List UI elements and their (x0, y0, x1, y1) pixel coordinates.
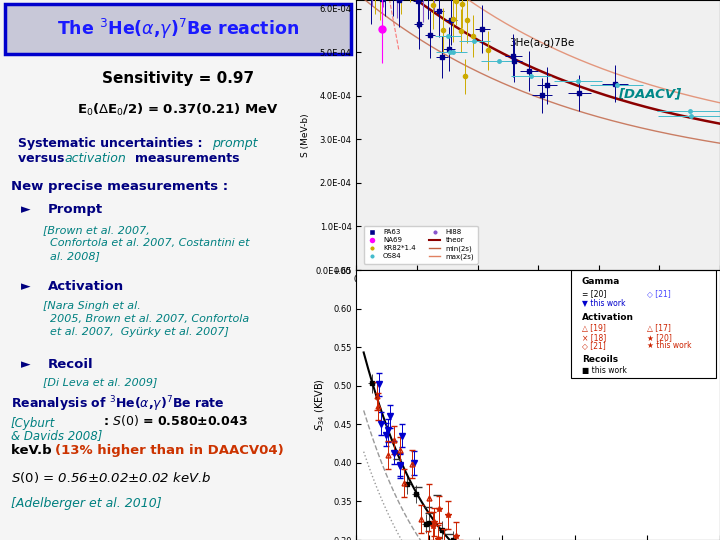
Line: min(2s): min(2s) (358, 0, 720, 143)
max(2s) (716, 99, 720, 106)
Text: 3He(a,g)7Be: 3He(a,g)7Be (509, 38, 575, 48)
Text: ▼ this work: ▼ this work (582, 298, 626, 307)
theor (682, 113, 690, 120)
Text: △ [17]: △ [17] (647, 324, 671, 333)
min(2s) (659, 130, 667, 136)
Text: E$_{0}$($\Delta$E$_{0}$/2) = 0.37(0.21) MeV: E$_{0}$($\Delta$E$_{0}$/2) = 0.37(0.21) … (77, 102, 279, 118)
max(2s) (659, 85, 667, 92)
Text: keV.b: keV.b (11, 444, 56, 457)
Text: ★ [20]: ★ [20] (647, 333, 672, 342)
min(2s) (568, 106, 577, 112)
Text: activation: activation (64, 152, 126, 165)
max(2s) (569, 54, 577, 60)
Text: prompt: prompt (212, 137, 258, 150)
min(2s) (716, 140, 720, 146)
Text: Reanalysis of $^{3}$He($\alpha$,$\gamma$)$^{7}$Be rate: Reanalysis of $^{3}$He($\alpha$,$\gamma$… (11, 394, 225, 414)
Text: Gamma: Gamma (582, 276, 620, 286)
Text: ◇ [21]: ◇ [21] (647, 289, 671, 298)
Text: Activation: Activation (48, 280, 125, 293)
Y-axis label: S (MeV-b): S (MeV-b) (301, 113, 310, 157)
Text: (13% higher than in DAACV04): (13% higher than in DAACV04) (55, 444, 284, 457)
Text: [Nara Singh et al.
  2005, Brown et al. 2007, Confortola
  et al. 2007,  Gyürky : [Nara Singh et al. 2005, Brown et al. 20… (42, 301, 249, 337)
Text: [Di Leva et al. 2009]: [Di Leva et al. 2009] (42, 377, 157, 387)
Line: theor: theor (358, 0, 720, 124)
Text: [Adelberger et al. 2010]: [Adelberger et al. 2010] (11, 497, 161, 510)
min(2s) (575, 108, 584, 114)
Text: & Davids 2008]: & Davids 2008] (11, 429, 102, 442)
Text: Systematic uncertainties :: Systematic uncertainties : (18, 137, 211, 150)
Text: [DAACV]: [DAACV] (618, 87, 681, 100)
Text: Recoils: Recoils (582, 355, 618, 364)
theor (569, 81, 577, 87)
theor (575, 83, 584, 90)
Text: [Cyburt: [Cyburt (11, 417, 55, 430)
Text: Prompt: Prompt (48, 203, 103, 216)
Line: max(2s): max(2s) (358, 0, 720, 103)
Text: Recoil: Recoil (48, 358, 94, 371)
Text: measurements: measurements (135, 152, 240, 165)
Text: : $S(0)$ = 0.580±0.043: : $S(0)$ = 0.580±0.043 (104, 413, 248, 428)
Y-axis label: $S_{34}$ (KEVB): $S_{34}$ (KEVB) (314, 379, 328, 431)
min(2s) (682, 134, 690, 140)
Text: The $^{3}$He($\alpha$,$\gamma$)$^{7}$Be reaction: The $^{3}$He($\alpha$,$\gamma$)$^{7}$Be … (57, 17, 300, 41)
min(2s) (569, 106, 577, 113)
FancyBboxPatch shape (5, 4, 351, 54)
Text: = [20]: = [20] (582, 289, 606, 298)
Text: ■ this work: ■ this work (582, 366, 626, 375)
Text: [Brown et al. 2007,
  Confortola et al. 2007, Costantini et
  al. 2008]: [Brown et al. 2007, Confortola et al. 20… (42, 225, 249, 261)
max(2s) (568, 53, 577, 60)
max(2s) (682, 92, 690, 98)
Text: ►: ► (22, 280, 31, 293)
Text: Activation: Activation (582, 313, 634, 322)
max(2s) (575, 57, 584, 63)
Text: ►: ► (22, 358, 31, 371)
Text: × [18]: × [18] (582, 333, 606, 342)
theor (568, 80, 577, 87)
Text: versus: versus (18, 152, 68, 165)
Text: Sensitivity = 0.97: Sensitivity = 0.97 (102, 71, 254, 86)
Legend: PA63, NA69, KR82*1.4, OS84, HI88, theor, min(2s), max(2s): PA63, NA69, KR82*1.4, OS84, HI88, theor,… (364, 226, 477, 264)
theor (659, 108, 667, 114)
Text: ►: ► (22, 203, 31, 216)
FancyBboxPatch shape (571, 270, 716, 378)
theor (716, 120, 720, 127)
X-axis label: $E_{cm}$ [MeV]: $E_{cm}$ [MeV] (515, 289, 562, 302)
Text: △ [19]: △ [19] (582, 324, 606, 333)
Text: New precise measurements :: New precise measurements : (11, 180, 228, 193)
Text: ◇ [21]: ◇ [21] (582, 341, 606, 350)
Text: $S(0)$ = 0.56±0.02±0.02 keV.b: $S(0)$ = 0.56±0.02±0.02 keV.b (11, 470, 211, 485)
Text: ★ this work: ★ this work (647, 341, 692, 350)
